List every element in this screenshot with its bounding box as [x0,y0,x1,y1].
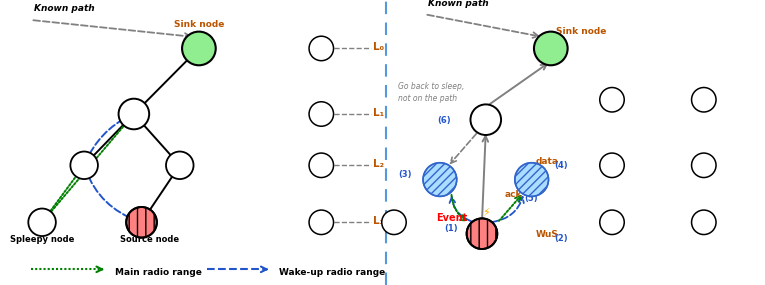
Text: (1): (1) [444,224,458,233]
Ellipse shape [470,104,501,135]
Text: ack: ack [505,190,522,199]
Text: L₁: L₁ [373,107,385,118]
Text: Go back to sleep,
not on the path: Go back to sleep, not on the path [398,82,464,103]
Ellipse shape [382,210,406,235]
Ellipse shape [166,152,194,179]
Ellipse shape [515,163,549,196]
Ellipse shape [423,163,457,196]
Text: Wake-up radio range: Wake-up radio range [279,268,386,277]
Ellipse shape [70,152,98,179]
Ellipse shape [600,153,624,178]
Text: Spleepy node: Spleepy node [10,235,74,244]
Ellipse shape [119,99,149,129]
Text: Main radio range: Main radio range [115,268,202,277]
Ellipse shape [534,32,568,65]
Ellipse shape [692,153,716,178]
Ellipse shape [126,207,157,238]
Ellipse shape [692,210,716,235]
Text: Sink node: Sink node [556,27,607,36]
Text: Sink node: Sink node [174,20,224,29]
Ellipse shape [467,218,497,249]
Ellipse shape [692,87,716,112]
Text: Event: Event [436,213,467,223]
Text: L₂: L₂ [373,159,385,169]
Text: Source node: Source node [119,235,179,244]
Ellipse shape [309,36,334,61]
Text: Known path: Known path [34,4,95,13]
Text: ⚡: ⚡ [482,209,490,219]
Text: (5): (5) [524,194,538,203]
Text: data: data [536,157,558,166]
Ellipse shape [309,153,334,178]
Text: WuS: WuS [536,229,558,239]
Text: (3): (3) [399,170,412,179]
Text: Known path: Known path [428,0,489,8]
Ellipse shape [600,87,624,112]
Ellipse shape [600,210,624,235]
Text: (6): (6) [437,115,451,125]
Ellipse shape [309,102,334,126]
Ellipse shape [182,32,216,65]
Text: (4): (4) [555,161,568,170]
Text: L₃: L₃ [373,216,385,226]
Text: (2): (2) [555,234,568,243]
Ellipse shape [309,210,334,235]
Ellipse shape [28,209,56,236]
Text: L₀: L₀ [373,42,385,52]
